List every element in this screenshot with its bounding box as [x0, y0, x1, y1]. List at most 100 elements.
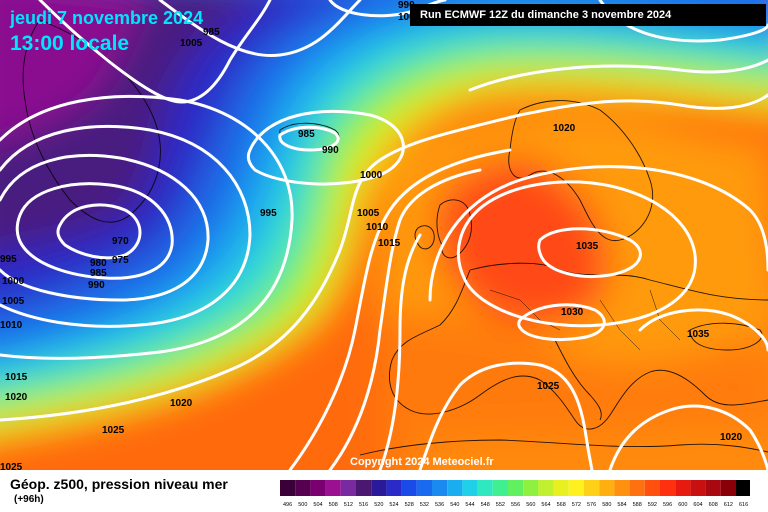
scale-swatch [325, 480, 341, 496]
scale-swatch [690, 480, 706, 496]
scale-swatch [340, 480, 356, 496]
isobar-label: 1000 [2, 276, 25, 287]
scale-swatch [629, 480, 645, 496]
isobar-label: 1010 [0, 320, 23, 331]
isobar-labels: 990 985 1005 1005 985 990 1000 995 1005 … [0, 0, 743, 470]
lead-time: (+96h) [14, 494, 44, 505]
scale-swatch [386, 480, 402, 496]
isobar-label: 985 [203, 27, 220, 38]
forecast-date: jeudi 7 novembre 2024 [10, 8, 204, 28]
isobar-label: 970 [112, 236, 129, 247]
isobar-label: 990 [398, 0, 415, 11]
isobar-label: 985 [298, 129, 315, 140]
scale-swatch [553, 480, 569, 496]
scale-swatch [568, 480, 584, 496]
scale-swatch [538, 480, 554, 496]
scale-tick-label: 532 [420, 502, 429, 508]
scale-tick-label: 596 [663, 502, 672, 508]
scale-swatch [371, 480, 387, 496]
field-title: Géop. z500, pression niveau mer [10, 476, 228, 492]
z500-color-field [0, 0, 768, 470]
isobar-label: 985 [90, 268, 107, 279]
isobar-label: 1005 [2, 296, 25, 307]
isobar-label: 1015 [5, 372, 28, 383]
scale-swatch [584, 480, 600, 496]
scale-tick-label: 568 [557, 502, 566, 508]
scale-swatch [720, 480, 736, 496]
scale-swatch [599, 480, 615, 496]
scale-swatch [310, 480, 326, 496]
scale-swatch [508, 480, 524, 496]
scale-tick-label: 548 [481, 502, 490, 508]
scale-tick-label: 556 [511, 502, 520, 508]
isobars [0, 0, 768, 470]
scale-tick-label: 584 [617, 502, 626, 508]
forecast-time: 13:00 locale [10, 32, 130, 55]
isobar-label: 990 [322, 145, 339, 156]
isobar-label: 1015 [378, 238, 401, 249]
scale-tick-label: 576 [587, 502, 596, 508]
scale-tick-label: 604 [693, 502, 702, 508]
scale-swatch [675, 480, 691, 496]
isobar-label: 995 [0, 254, 17, 265]
scale-tick-label: 508 [329, 502, 338, 508]
scale-swatch [432, 480, 448, 496]
scale-tick-label: 580 [602, 502, 611, 508]
scale-tick-label: 520 [374, 502, 383, 508]
scale-tick-label: 560 [526, 502, 535, 508]
scale-swatch [660, 480, 676, 496]
scale-tick-label: 512 [344, 502, 353, 508]
isobar-label: 1005 [180, 38, 203, 49]
scale-swatch [614, 480, 630, 496]
scale-tick-label: 616 [739, 502, 748, 508]
isobar-label: 1035 [576, 241, 599, 252]
scale-tick-label: 524 [389, 502, 398, 508]
scale-tick-label: 612 [724, 502, 733, 508]
scale-swatch [401, 480, 417, 496]
model-run-banner: Run ECMWF 12Z du dimanche 3 novembre 202… [410, 4, 766, 26]
scale-tick-label: 564 [541, 502, 550, 508]
scale-swatch [736, 480, 750, 496]
scale-swatch [644, 480, 660, 496]
scale-tick-label: 572 [572, 502, 581, 508]
scale-tick-label: 588 [633, 502, 642, 508]
scale-tick-label: 608 [709, 502, 718, 508]
scale-tick-label: 536 [435, 502, 444, 508]
scale-swatch [295, 480, 311, 496]
isobar-label: 995 [260, 208, 277, 219]
isobar-label: 1025 [537, 381, 560, 392]
scale-tick-label: 600 [678, 502, 687, 508]
scale-tick-label: 528 [405, 502, 414, 508]
isobar-label: 975 [112, 255, 129, 266]
scale-swatch [356, 480, 372, 496]
scale-swatch [462, 480, 478, 496]
isobar-label: 1025 [0, 462, 23, 470]
scale-swatch [523, 480, 539, 496]
scale-swatch [447, 480, 463, 496]
scale-tick-label: 592 [648, 502, 657, 508]
scale-swatch [477, 480, 493, 496]
scale-tick-label: 496 [283, 502, 292, 508]
scale-swatch [280, 480, 296, 496]
isobar-label: 1020 [170, 398, 193, 409]
scale-tick-label: 552 [496, 502, 505, 508]
isobar-label: 1030 [561, 307, 584, 318]
scale-tick-label: 540 [450, 502, 459, 508]
color-scale: 496 500 504 508 512 516 520 524 528 532 536 540 544 5… [280, 480, 750, 508]
geopotential-map: 990 985 1005 1005 985 990 1000 995 1005 … [0, 0, 768, 470]
isobar-label: 1020 [720, 432, 743, 443]
scale-swatch [705, 480, 721, 496]
isobar-label: 1020 [5, 392, 28, 403]
isobar-label: 1035 [687, 329, 710, 340]
isobar-label: 990 [88, 280, 105, 291]
scale-tick-label: 516 [359, 502, 368, 508]
scale-swatch [492, 480, 508, 496]
isobar-label: 1005 [357, 208, 380, 219]
isobar-label: 1025 [102, 425, 125, 436]
scale-tick-label: 544 [465, 502, 474, 508]
isobar-label: 1010 [366, 222, 389, 233]
scale-tick-label: 504 [313, 502, 322, 508]
isobar-label: 980 [90, 258, 107, 269]
isobar-label: 1005 [398, 12, 421, 23]
